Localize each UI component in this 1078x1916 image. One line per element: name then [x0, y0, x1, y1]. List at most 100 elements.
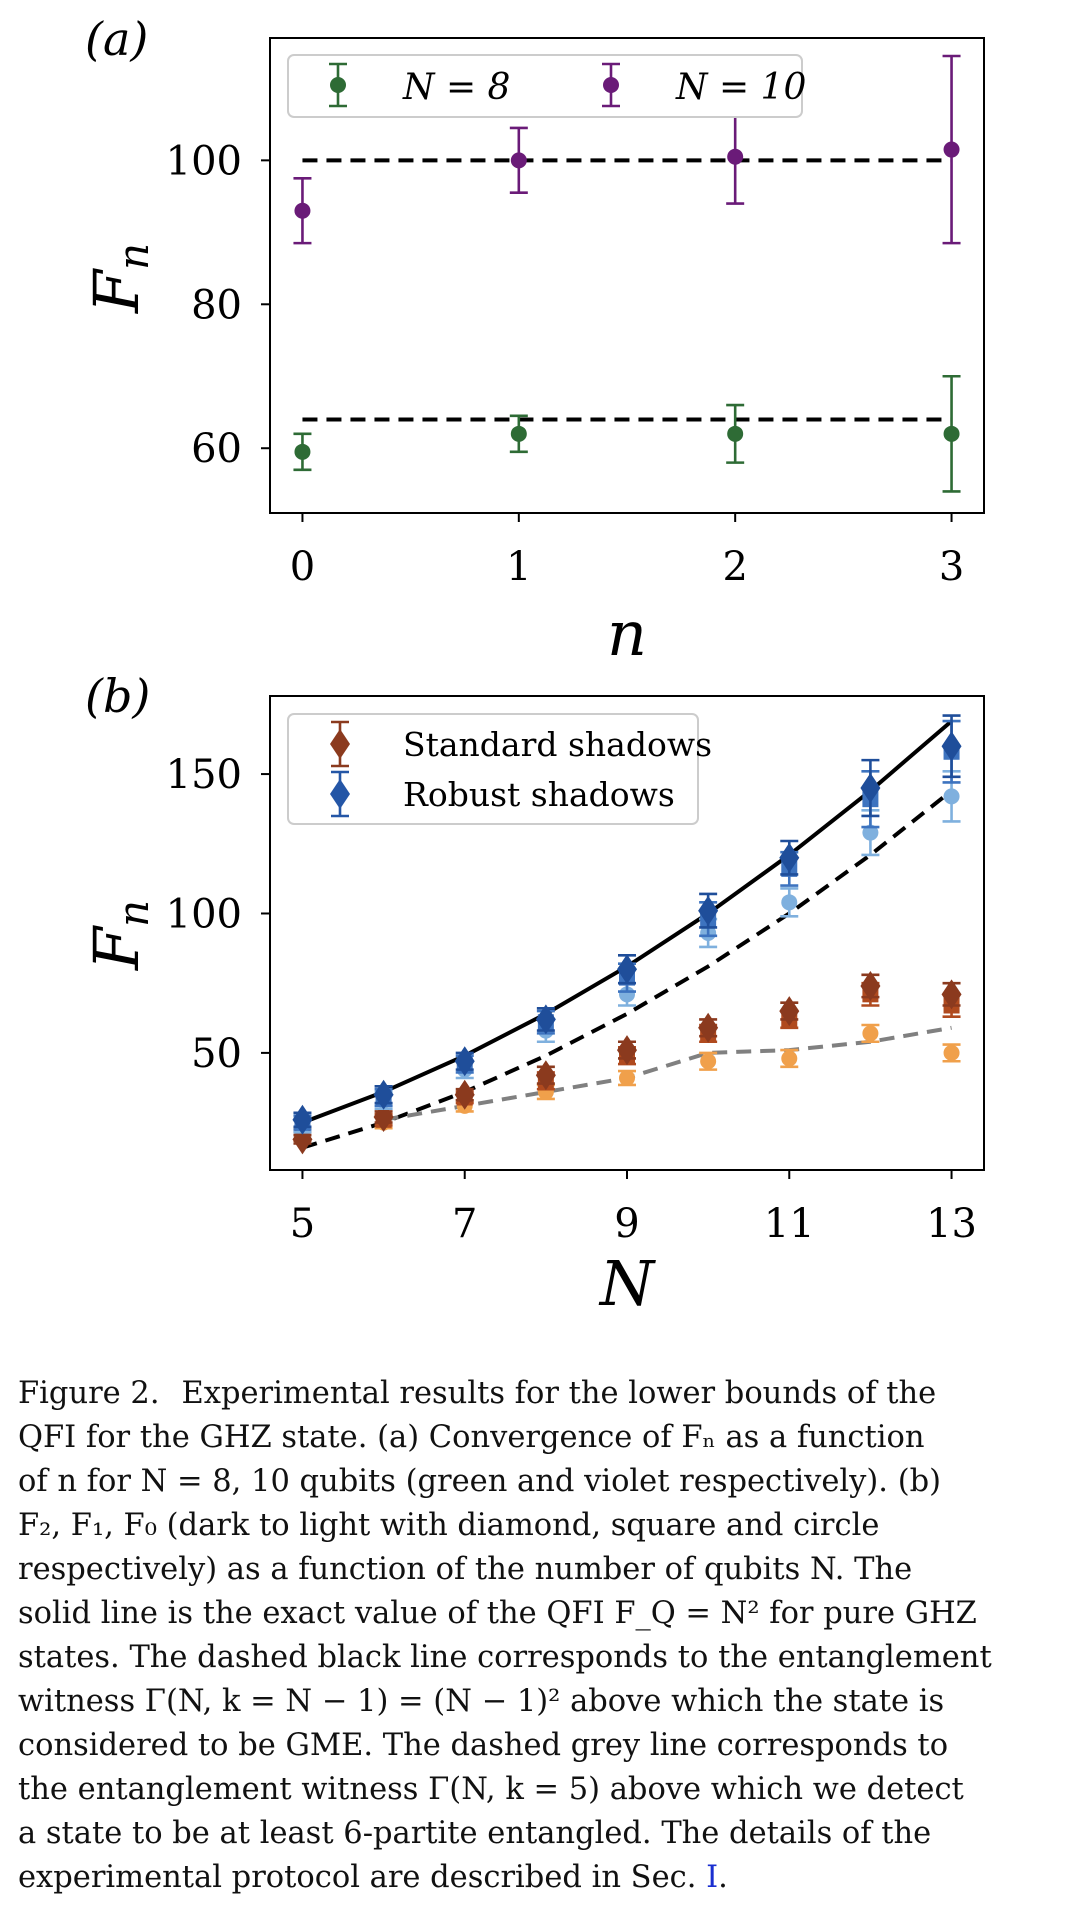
legend-entry: Robust shadows — [330, 770, 675, 818]
data-point — [943, 425, 960, 442]
data-point — [294, 443, 311, 460]
caption-figure-label: Figure 2. — [18, 1376, 160, 1411]
y-axis-label-text: Fn — [80, 243, 158, 314]
y-tick-label: 150 — [166, 752, 242, 798]
caption-line: experimental protocol are described in S… — [18, 1856, 1058, 1900]
chart-panel-b: (b) 5 7 9 11 13 50 100 150 N Standard shadows Robus… — [85, 669, 985, 1320]
x-tick-label: 3 — [939, 544, 964, 590]
caption-line: the entanglement witness Γ(N, k = 5) abo… — [18, 1772, 964, 1807]
data-point — [860, 970, 881, 1001]
data-point — [617, 1035, 637, 1066]
series-diamond — [292, 714, 962, 1135]
x-tick-label: 1 — [506, 544, 531, 590]
legend-label: N = 10 — [675, 67, 806, 108]
legend-label: Standard shadows — [403, 725, 712, 764]
series-n8 — [293, 374, 961, 493]
data-point — [698, 895, 719, 926]
data-point — [781, 894, 798, 911]
caption-line: of n for N = 8, 10 qubits (green and vio… — [18, 1464, 942, 1499]
data-point — [535, 1060, 556, 1091]
y-tick-label: 50 — [191, 1031, 242, 1077]
data-point — [943, 788, 960, 805]
legend-marker — [330, 77, 346, 93]
legend-label: Robust shadows — [403, 775, 675, 814]
legend-box — [287, 54, 803, 118]
plot-frame — [269, 37, 985, 514]
y-tick-label: 100 — [166, 891, 242, 937]
caption-line: a state to be at least 6-partite entangl… — [18, 1816, 932, 1851]
curve-gme-dashed-black — [301, 789, 953, 1150]
data-point — [698, 1012, 719, 1043]
chart-panel-a: (a) 0 1 2 3 60 80 100 n N = 8 N = 10 — [85, 12, 985, 670]
plot-area — [293, 54, 961, 493]
caption-text: experimental protocol are described in S… — [18, 1860, 707, 1895]
y-tick-label: 100 — [166, 138, 242, 184]
series-n10 — [293, 54, 961, 245]
panel-label-b: (b) — [85, 669, 150, 723]
data-point — [535, 1004, 556, 1035]
legend: N = 8 N = 10 — [287, 54, 806, 118]
x-tick-label: 2 — [722, 544, 747, 590]
legend-marker — [603, 77, 619, 93]
caption-line: QFI for the GHZ state. (a) Convergence o… — [18, 1420, 925, 1455]
data-point — [941, 731, 962, 762]
data-point — [781, 1050, 798, 1067]
legend-box — [287, 713, 699, 825]
data-point — [779, 842, 800, 873]
data-point — [862, 1025, 879, 1042]
y-tick-label: 60 — [191, 426, 242, 472]
data-point — [862, 824, 879, 841]
data-point — [294, 202, 311, 219]
x-tick-label: 0 — [290, 544, 315, 590]
y-axis-label-text: Fn — [80, 900, 158, 971]
figure-caption: Figure 2. Experimental results for the lo… — [18, 1372, 1058, 1900]
x-tick-label: 7 — [452, 1201, 477, 1247]
x-axis-label: n — [607, 597, 647, 670]
caption-line: F₂, F₁, F₀ (dark to light with diamond, … — [18, 1508, 880, 1543]
plot-area — [292, 714, 962, 1155]
data-point — [779, 996, 800, 1027]
data-point — [617, 954, 637, 985]
section-reference-link[interactable]: I — [706, 1860, 719, 1895]
x-tick-label: 11 — [764, 1201, 815, 1247]
legend-marker — [330, 729, 350, 759]
y-tick-label: 80 — [191, 282, 242, 328]
data-point — [727, 148, 744, 165]
legend-label: N = 8 — [402, 67, 510, 108]
caption-line: solid line is the exact value of the QFI… — [18, 1596, 977, 1631]
legend-entry: N = 8 — [329, 62, 510, 108]
x-tick-label: 13 — [926, 1201, 977, 1247]
x-tick-label: 9 — [614, 1201, 639, 1247]
data-point — [943, 1044, 960, 1061]
y-axis-label-b: Fn — [80, 900, 158, 971]
data-point — [510, 425, 527, 442]
caption-text: . — [718, 1860, 728, 1895]
caption-line: Figure 2. Experimental results for the lo… — [18, 1372, 1058, 1416]
legend: Standard shadows Robust shadows — [287, 713, 712, 825]
legend-entry: N = 10 — [602, 62, 806, 108]
caption-line: respectively) as a function of the numbe… — [18, 1552, 913, 1587]
figure: (a) 0 1 2 3 60 80 100 n N = 8 N = 10 Fn (b) 5 7 9 11 13 50… — [80, 12, 985, 1320]
data-point — [454, 1046, 475, 1077]
x-tick-label: 5 — [290, 1201, 315, 1247]
data-point — [292, 1104, 313, 1135]
caption-line: witness Γ(N, k = N − 1) = (N − 1)² above… — [18, 1684, 945, 1719]
caption-line: considered to be GME. The dashed grey li… — [18, 1728, 949, 1763]
data-point — [860, 773, 881, 804]
data-point — [510, 152, 527, 169]
data-point — [454, 1079, 475, 1110]
data-point — [727, 425, 744, 442]
caption-text: Experimental results for the lower bound… — [181, 1376, 937, 1411]
data-point — [943, 141, 960, 158]
data-point — [619, 1069, 635, 1086]
caption-line: states. The dashed black line correspond… — [18, 1640, 992, 1675]
panel-label-a: (a) — [85, 12, 148, 66]
data-point — [700, 1053, 717, 1070]
curve-k5-dashed-grey — [383, 1025, 952, 1122]
x-axis-label: N — [598, 1247, 657, 1320]
legend-entry: Standard shadows — [330, 720, 712, 768]
legend-marker — [330, 779, 350, 809]
data-point — [373, 1079, 394, 1110]
data-point — [941, 979, 962, 1010]
y-axis-label-a: Fn — [80, 243, 158, 314]
